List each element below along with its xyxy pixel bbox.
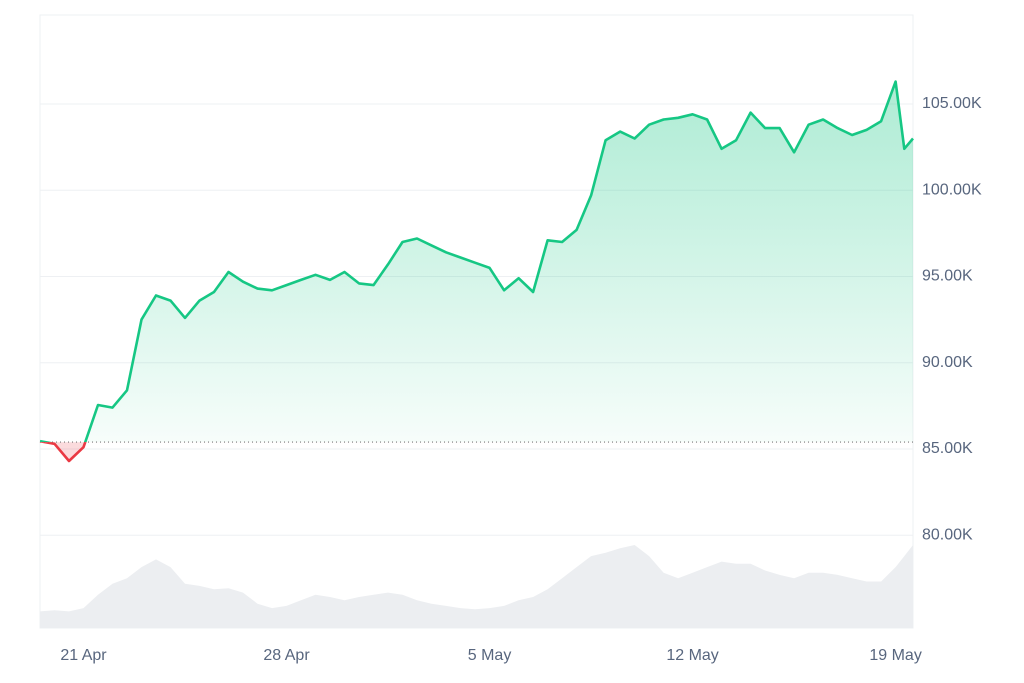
price-line [39,80,914,443]
x-tick-label: 5 May [468,647,512,664]
volume-area [40,545,913,628]
y-tick-label: 90.00K [922,354,973,371]
y-tick-label: 100.00K [922,181,982,198]
x-tick-label: 19 May [869,647,921,664]
y-tick-label: 80.00K [922,526,973,543]
x-tick-label: 12 May [666,647,718,664]
y-tick-label: 85.00K [922,440,973,457]
area-up [40,81,913,443]
x-tick-label: 21 Apr [60,647,107,664]
x-tick-label: 28 Apr [263,647,310,664]
y-tick-label: 105.00K [922,95,982,112]
y-tick-label: 95.00K [922,268,973,285]
